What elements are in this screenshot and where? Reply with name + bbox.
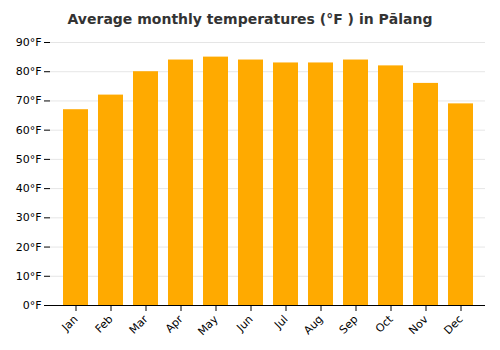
html-text:Average monthly temperatures (: Average monthly temperatures (°F ) in Pā…: [67, 11, 433, 27]
svg-text:Sep: Sep: [337, 313, 361, 337]
svg-text:70°F: 70°F: [16, 94, 42, 107]
svg-text:0°F: 0°F: [23, 299, 42, 312]
svg-text:Apr: Apr: [163, 312, 186, 335]
svg-text:Jan: Jan: [59, 313, 81, 335]
svg-text:Nov: Nov: [406, 312, 431, 337]
svg-text:20°F: 20°F: [16, 241, 42, 254]
svg-text:Mar: Mar: [127, 312, 151, 336]
svg-text:90°F: 90°F: [16, 36, 42, 49]
svg-text:Dec: Dec: [441, 313, 465, 337]
svg-text:Aug: Aug: [301, 313, 325, 337]
svg-text:Feb: Feb: [93, 313, 116, 336]
svg-text:10°F: 10°F: [16, 270, 42, 283]
svg-text:30°F: 30°F: [16, 211, 42, 224]
svg-text:80°F: 80°F: [16, 65, 42, 78]
svg-text:Oct: Oct: [373, 312, 396, 335]
svg-text:40°F: 40°F: [16, 182, 42, 195]
svg-text:60°F: 60°F: [16, 124, 42, 137]
svg-text:Jul: Jul: [271, 313, 290, 332]
svg-text:50°F: 50°F: [16, 153, 42, 166]
svg-text:Jun: Jun: [234, 313, 256, 335]
svg-text:May: May: [195, 312, 221, 338]
